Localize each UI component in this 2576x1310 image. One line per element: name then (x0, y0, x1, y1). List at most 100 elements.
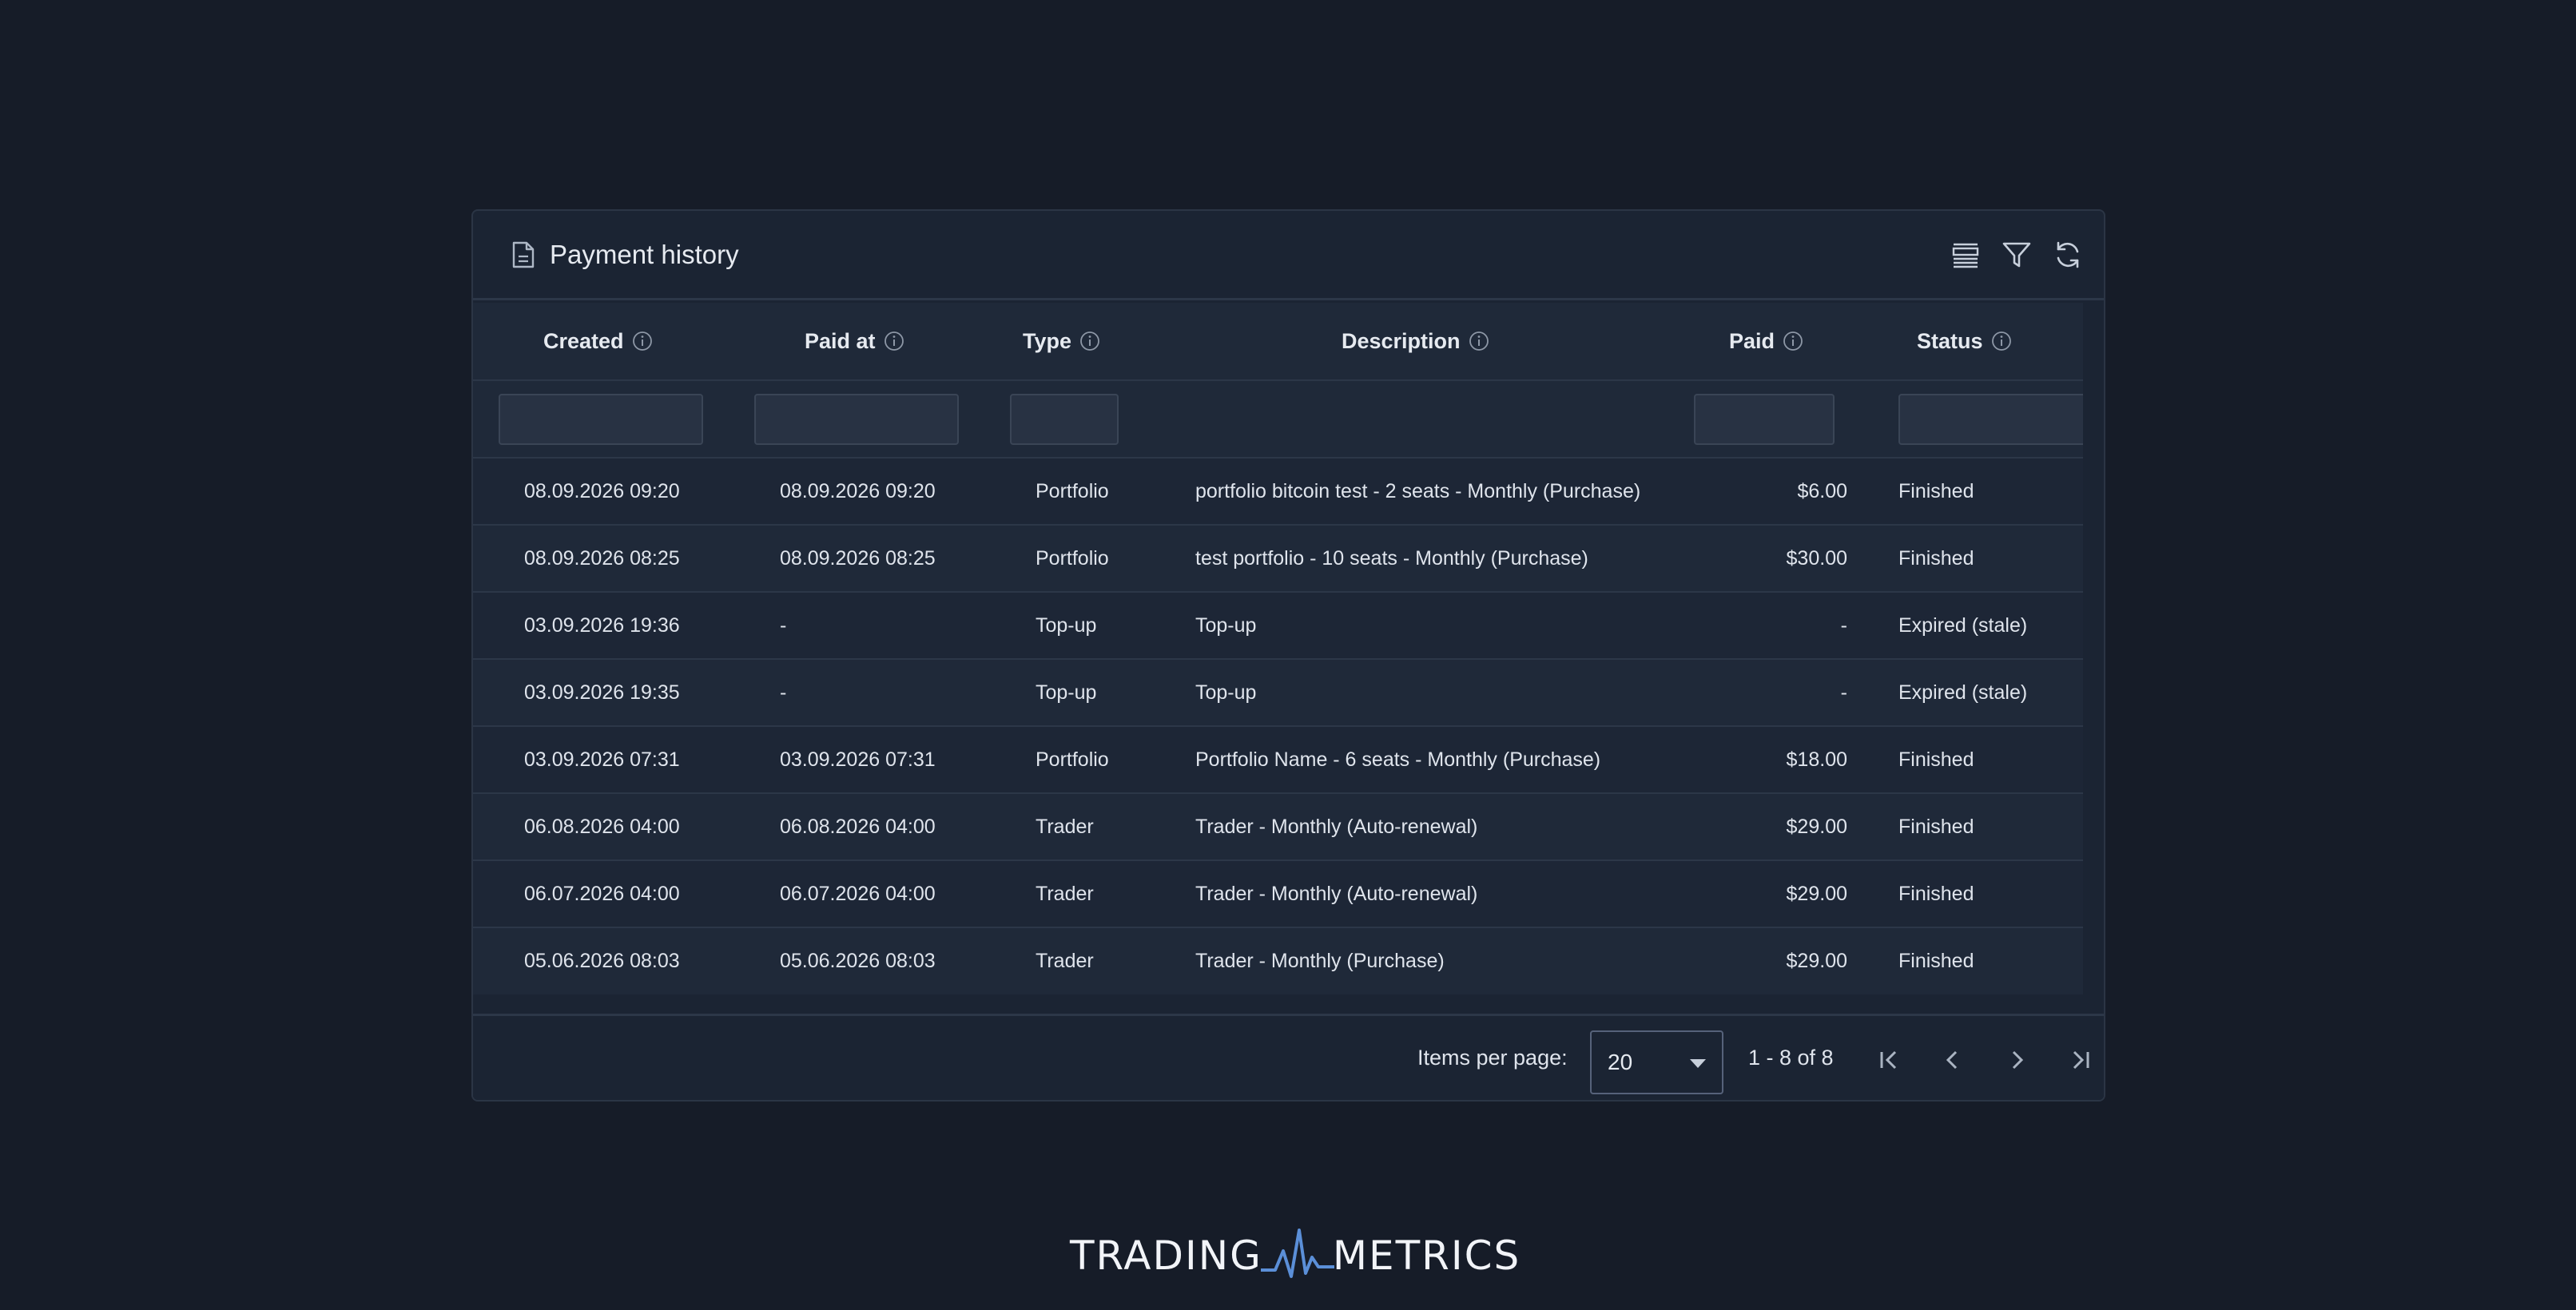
info-icon[interactable] (1469, 331, 1489, 351)
column-header-type[interactable]: Type (1010, 303, 1170, 381)
pagination-range: 1 - 8 of 8 (1748, 1046, 1834, 1070)
cell-paid-at: 08.09.2026 08:25 (754, 525, 1010, 593)
created-filter-input[interactable] (499, 393, 703, 445)
document-icon (512, 241, 535, 268)
cell-status: Finished (1873, 726, 2083, 794)
column-label: Paid at (805, 328, 876, 353)
cell-type: Trader (1010, 793, 1170, 861)
column-label: Type (1023, 328, 1072, 353)
density-icon (1952, 243, 1979, 268)
cell-created: 06.08.2026 04:00 (499, 793, 754, 861)
info-icon[interactable] (1079, 331, 1100, 351)
cell-type: Trader (1010, 927, 1170, 994)
table-row[interactable]: 05.06.2026 08:03 05.06.2026 08:03 Trader Tr… (473, 927, 2083, 994)
cell-paid: $6.00 (1681, 458, 1873, 526)
cell-status: Finished (1873, 525, 2083, 593)
refresh-button[interactable] (2048, 235, 2088, 275)
density-button[interactable] (1946, 235, 1986, 275)
column-header-created[interactable]: Created (499, 303, 754, 381)
previous-page-icon (1946, 1050, 1958, 1070)
info-icon[interactable] (632, 331, 653, 351)
cell-paid: - (1681, 659, 1873, 727)
cell-created: 05.06.2026 08:03 (499, 927, 754, 994)
last-page-button[interactable] (2062, 1042, 2099, 1078)
info-icon[interactable] (884, 331, 904, 351)
pulse-logo-icon (1260, 1229, 1334, 1278)
cell-paid-at: 03.09.2026 07:31 (754, 726, 1010, 794)
table-row[interactable]: 03.09.2026 19:35- Top-up Top-up - Expired (s… (473, 659, 2083, 727)
logo-text-right: METRICS (1332, 1233, 1521, 1279)
previous-page-button[interactable] (1934, 1042, 1971, 1078)
paid-at-filter-input[interactable] (754, 393, 959, 445)
items-per-page-label: Items per page: (1417, 1046, 1568, 1070)
cell-type: Trader (1010, 860, 1170, 928)
trading-metrics-logo: TRADING METRICS (1070, 1224, 1521, 1288)
cell-paid: - (1681, 592, 1873, 660)
cell-paid-at: 06.08.2026 04:00 (754, 793, 1010, 861)
filter-row (473, 380, 2083, 458)
cell-paid: $30.00 (1681, 525, 1873, 593)
cell-created: 06.07.2026 04:00 (499, 860, 754, 928)
table-header-row: Created Paid at Type (473, 303, 2083, 381)
column-header-status[interactable]: Status (1873, 303, 2083, 381)
cell-description: Trader - Monthly (Auto-renewal) (1170, 860, 1681, 928)
column-label: Status (1917, 328, 1983, 353)
cell-created: 03.09.2026 19:36 (499, 592, 754, 660)
table-row[interactable]: 03.09.2026 19:36- Top-up Top-up - Expired (s… (473, 592, 2083, 660)
cell-description: test portfolio - 10 seats - Monthly (Pur… (1170, 525, 1681, 593)
logo-text-left: TRADING (1070, 1233, 1262, 1279)
cell-created: 03.09.2026 07:31 (499, 726, 754, 794)
cell-created: 03.09.2026 19:35 (499, 659, 754, 727)
cell-type: Portfolio (1010, 458, 1170, 526)
column-label: Paid (1729, 328, 1775, 353)
cell-paid-at: 08.09.2026 09:20 (754, 458, 1010, 526)
last-page-icon (2073, 1050, 2089, 1070)
card-header: Payment history (473, 211, 2104, 300)
items-per-page-select[interactable]: 20 (1590, 1030, 1723, 1094)
status-filter-input[interactable] (1898, 393, 2083, 445)
table-row[interactable]: 06.07.2026 04:00 06.07.2026 04:00 Trader Tr… (473, 860, 2083, 928)
chevron-down-icon (1690, 1059, 1706, 1068)
cell-type: Portfolio (1010, 525, 1170, 593)
cell-status: Finished (1873, 860, 2083, 928)
cell-description: Top-up (1170, 592, 1681, 660)
cell-created: 08.09.2026 09:20 (499, 458, 754, 526)
column-header-paid[interactable]: Paid (1681, 303, 1873, 381)
column-label: Description (1342, 328, 1461, 353)
column-header-paid-at[interactable]: Paid at (754, 303, 1010, 381)
table-row[interactable]: 08.09.2026 09:20 08.09.2026 09:20 Portfoli… (473, 458, 2083, 526)
pagination-bar: Items per page: 20 1 - 8 of 8 (473, 1014, 2104, 1100)
column-header-description[interactable]: Description (1170, 303, 1681, 381)
cell-paid: $29.00 (1681, 793, 1873, 861)
cell-type: Top-up (1010, 592, 1170, 660)
cell-paid: $29.00 (1681, 860, 1873, 928)
cell-description: Trader - Monthly (Auto-renewal) (1170, 793, 1681, 861)
table-row[interactable]: 08.09.2026 08:25 08.09.2026 08:25 Portfoli… (473, 525, 2083, 593)
info-icon[interactable] (1783, 331, 1803, 351)
type-filter-input[interactable] (1010, 393, 1119, 445)
first-page-icon (1880, 1050, 1897, 1070)
cell-status: Expired (stale) (1873, 592, 2083, 660)
cell-description: Trader - Monthly (Purchase) (1170, 927, 1681, 994)
paid-filter-input[interactable] (1694, 393, 1835, 445)
cell-status: Expired (stale) (1873, 659, 2083, 727)
filter-button[interactable] (1997, 235, 2037, 275)
table-row[interactable]: 06.08.2026 04:00 06.08.2026 04:00 Trader Tr… (473, 793, 2083, 861)
cell-status: Finished (1873, 793, 2083, 861)
cell-paid: $18.00 (1681, 726, 1873, 794)
cell-paid-at: 05.06.2026 08:03 (754, 927, 1010, 994)
payment-table-container[interactable]: Created Paid at Type (473, 303, 2083, 998)
next-page-button[interactable] (1998, 1042, 2035, 1078)
items-per-page-value: 20 (1608, 1050, 1633, 1074)
payment-table: Created Paid at Type (473, 303, 2083, 994)
table-row[interactable]: 03.09.2026 07:31 03.09.2026 07:31 Portfoli… (473, 726, 2083, 794)
page-title: Payment history (550, 240, 739, 269)
cell-status: Finished (1873, 927, 2083, 994)
cell-description: portfolio bitcoin test - 2 seats - Month… (1170, 458, 1681, 526)
cell-created: 08.09.2026 08:25 (499, 525, 754, 593)
info-icon[interactable] (1991, 331, 2012, 351)
column-label: Created (543, 328, 624, 353)
first-page-button[interactable] (1870, 1042, 1907, 1078)
cell-paid-at: - (754, 592, 1010, 660)
cell-paid-at: 06.07.2026 04:00 (754, 860, 1010, 928)
